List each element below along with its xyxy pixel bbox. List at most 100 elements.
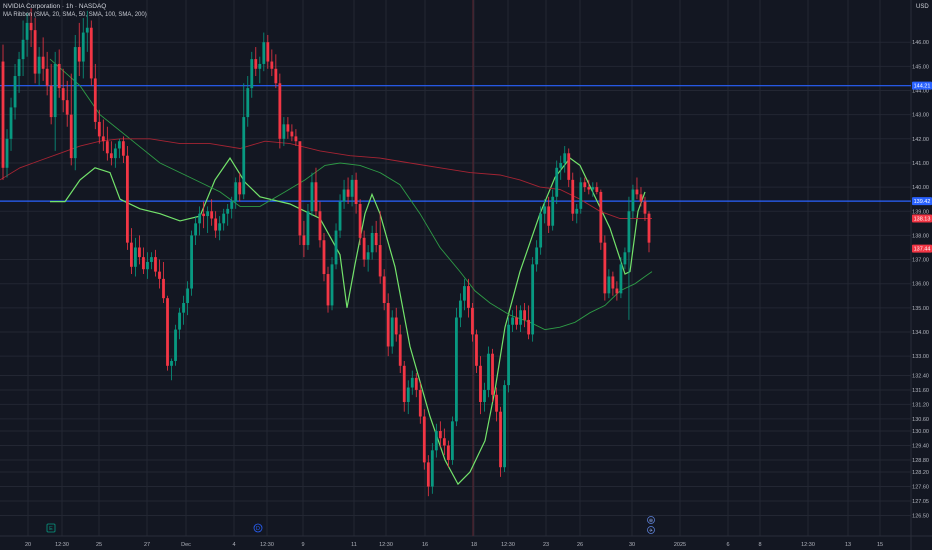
candle-8 — [33, 30, 37, 74]
candle-93 — [374, 232, 378, 246]
candle-0 — [1, 61, 5, 168]
time-tick-4: Dec — [181, 542, 191, 548]
price-tick-17: 130.60 — [912, 417, 929, 423]
price-tick-0: 146.00 — [912, 40, 929, 46]
candle-120 — [483, 389, 486, 403]
candle-52 — [210, 211, 214, 219]
candle-137 — [551, 196, 555, 226]
candle-48 — [194, 223, 198, 236]
price-tick-11: 135.00 — [912, 306, 929, 312]
candle-116 — [467, 286, 470, 308]
marker-box-0 — [46, 523, 56, 533]
marker-1: D — [256, 526, 260, 532]
indicator-legend[interactable]: MA Ribbon (SMA, 20, SMA, 50, SMA, 100, S… — [3, 12, 147, 18]
candle-145 — [583, 182, 587, 188]
candle-80 — [322, 240, 326, 275]
candle-10 — [41, 56, 45, 69]
candle-54 — [218, 223, 222, 231]
time-tick-0: 20 — [25, 542, 31, 548]
candle-1 — [5, 138, 9, 168]
candle-18 — [73, 47, 77, 159]
candle-99 — [398, 334, 402, 366]
candle-51 — [206, 211, 210, 217]
candle-155 — [623, 252, 627, 265]
price-label-bg-1 — [912, 197, 932, 206]
price-tick-16: 131.20 — [912, 402, 929, 408]
candle-82 — [330, 264, 334, 306]
time-tick-14: 26 — [577, 542, 583, 548]
candle-14 — [57, 63, 61, 89]
time-tick-18: 8 — [758, 542, 761, 548]
candle-94 — [378, 245, 382, 277]
price-tick-3: 143.00 — [912, 113, 929, 119]
time-tick-8: 11 — [351, 542, 357, 548]
candle-91 — [366, 252, 370, 260]
candle-138 — [555, 167, 559, 197]
candle-20 — [81, 32, 85, 62]
candle-121 — [487, 353, 490, 390]
candle-144 — [579, 182, 583, 209]
time-tick-21: 15 — [877, 542, 883, 548]
candle-25 — [101, 136, 105, 142]
candle-143 — [575, 208, 579, 214]
candle-92 — [370, 232, 374, 253]
candle-4 — [17, 59, 21, 77]
chart-legend: NVIDIA Corporation · 1h · NASDAQ MA Ribb… — [3, 3, 147, 18]
candle-33 — [134, 247, 137, 267]
time-tick-19: 12:30 — [801, 542, 815, 548]
time-tick-1: 12:30 — [55, 542, 69, 548]
candle-85 — [342, 189, 346, 202]
candle-134 — [539, 213, 543, 248]
candle-153 — [615, 288, 619, 294]
candle-108 — [434, 430, 438, 451]
candle-24 — [97, 121, 101, 137]
price-tick-15: 131.60 — [912, 388, 929, 394]
time-tick-3: 27 — [144, 542, 150, 548]
candle-125 — [503, 385, 506, 468]
candle-149 — [599, 191, 603, 243]
interval[interactable]: 1h — [65, 3, 74, 10]
candle-156 — [627, 211, 631, 253]
candle-159 — [639, 194, 643, 202]
ma-series-1 — [49, 58, 653, 331]
candle-28 — [113, 148, 117, 159]
candle-119 — [479, 365, 482, 403]
time-tick-5: 4 — [232, 542, 235, 548]
candle-58 — [234, 182, 238, 202]
candle-34 — [138, 247, 141, 258]
candle-9 — [37, 56, 41, 74]
candle-103 — [414, 377, 418, 390]
candle-21 — [85, 27, 89, 33]
candle-59 — [238, 182, 242, 195]
candle-113 — [454, 317, 458, 422]
candle-102 — [410, 377, 414, 388]
symbol-name[interactable]: NVIDIA Corporation — [3, 3, 61, 10]
candle-109 — [438, 430, 442, 439]
candle-132 — [531, 264, 535, 335]
candle-128 — [515, 317, 518, 325]
price-label-bg-0 — [912, 81, 932, 90]
candle-19 — [77, 47, 81, 62]
candle-50 — [202, 213, 206, 217]
price-label-bg-3 — [912, 244, 932, 253]
candle-64 — [258, 63, 262, 69]
candle-53 — [214, 218, 218, 231]
candle-40 — [162, 278, 165, 299]
candle-35 — [142, 257, 145, 270]
candle-16 — [65, 100, 69, 115]
candle-160 — [643, 201, 647, 214]
candle-62 — [250, 59, 254, 89]
candle-84 — [338, 201, 342, 231]
candle-22 — [89, 27, 93, 79]
exchange: NASDAQ — [78, 3, 107, 10]
candle-75 — [302, 235, 306, 246]
candle-154 — [619, 264, 623, 294]
candle-41 — [166, 298, 169, 366]
candle-5 — [21, 39, 25, 60]
candle-72 — [290, 131, 294, 137]
candle-12 — [49, 85, 53, 118]
price-tick-6: 140.00 — [912, 185, 929, 191]
ma-series-2 — [0, 138, 652, 219]
candle-151 — [607, 276, 611, 294]
